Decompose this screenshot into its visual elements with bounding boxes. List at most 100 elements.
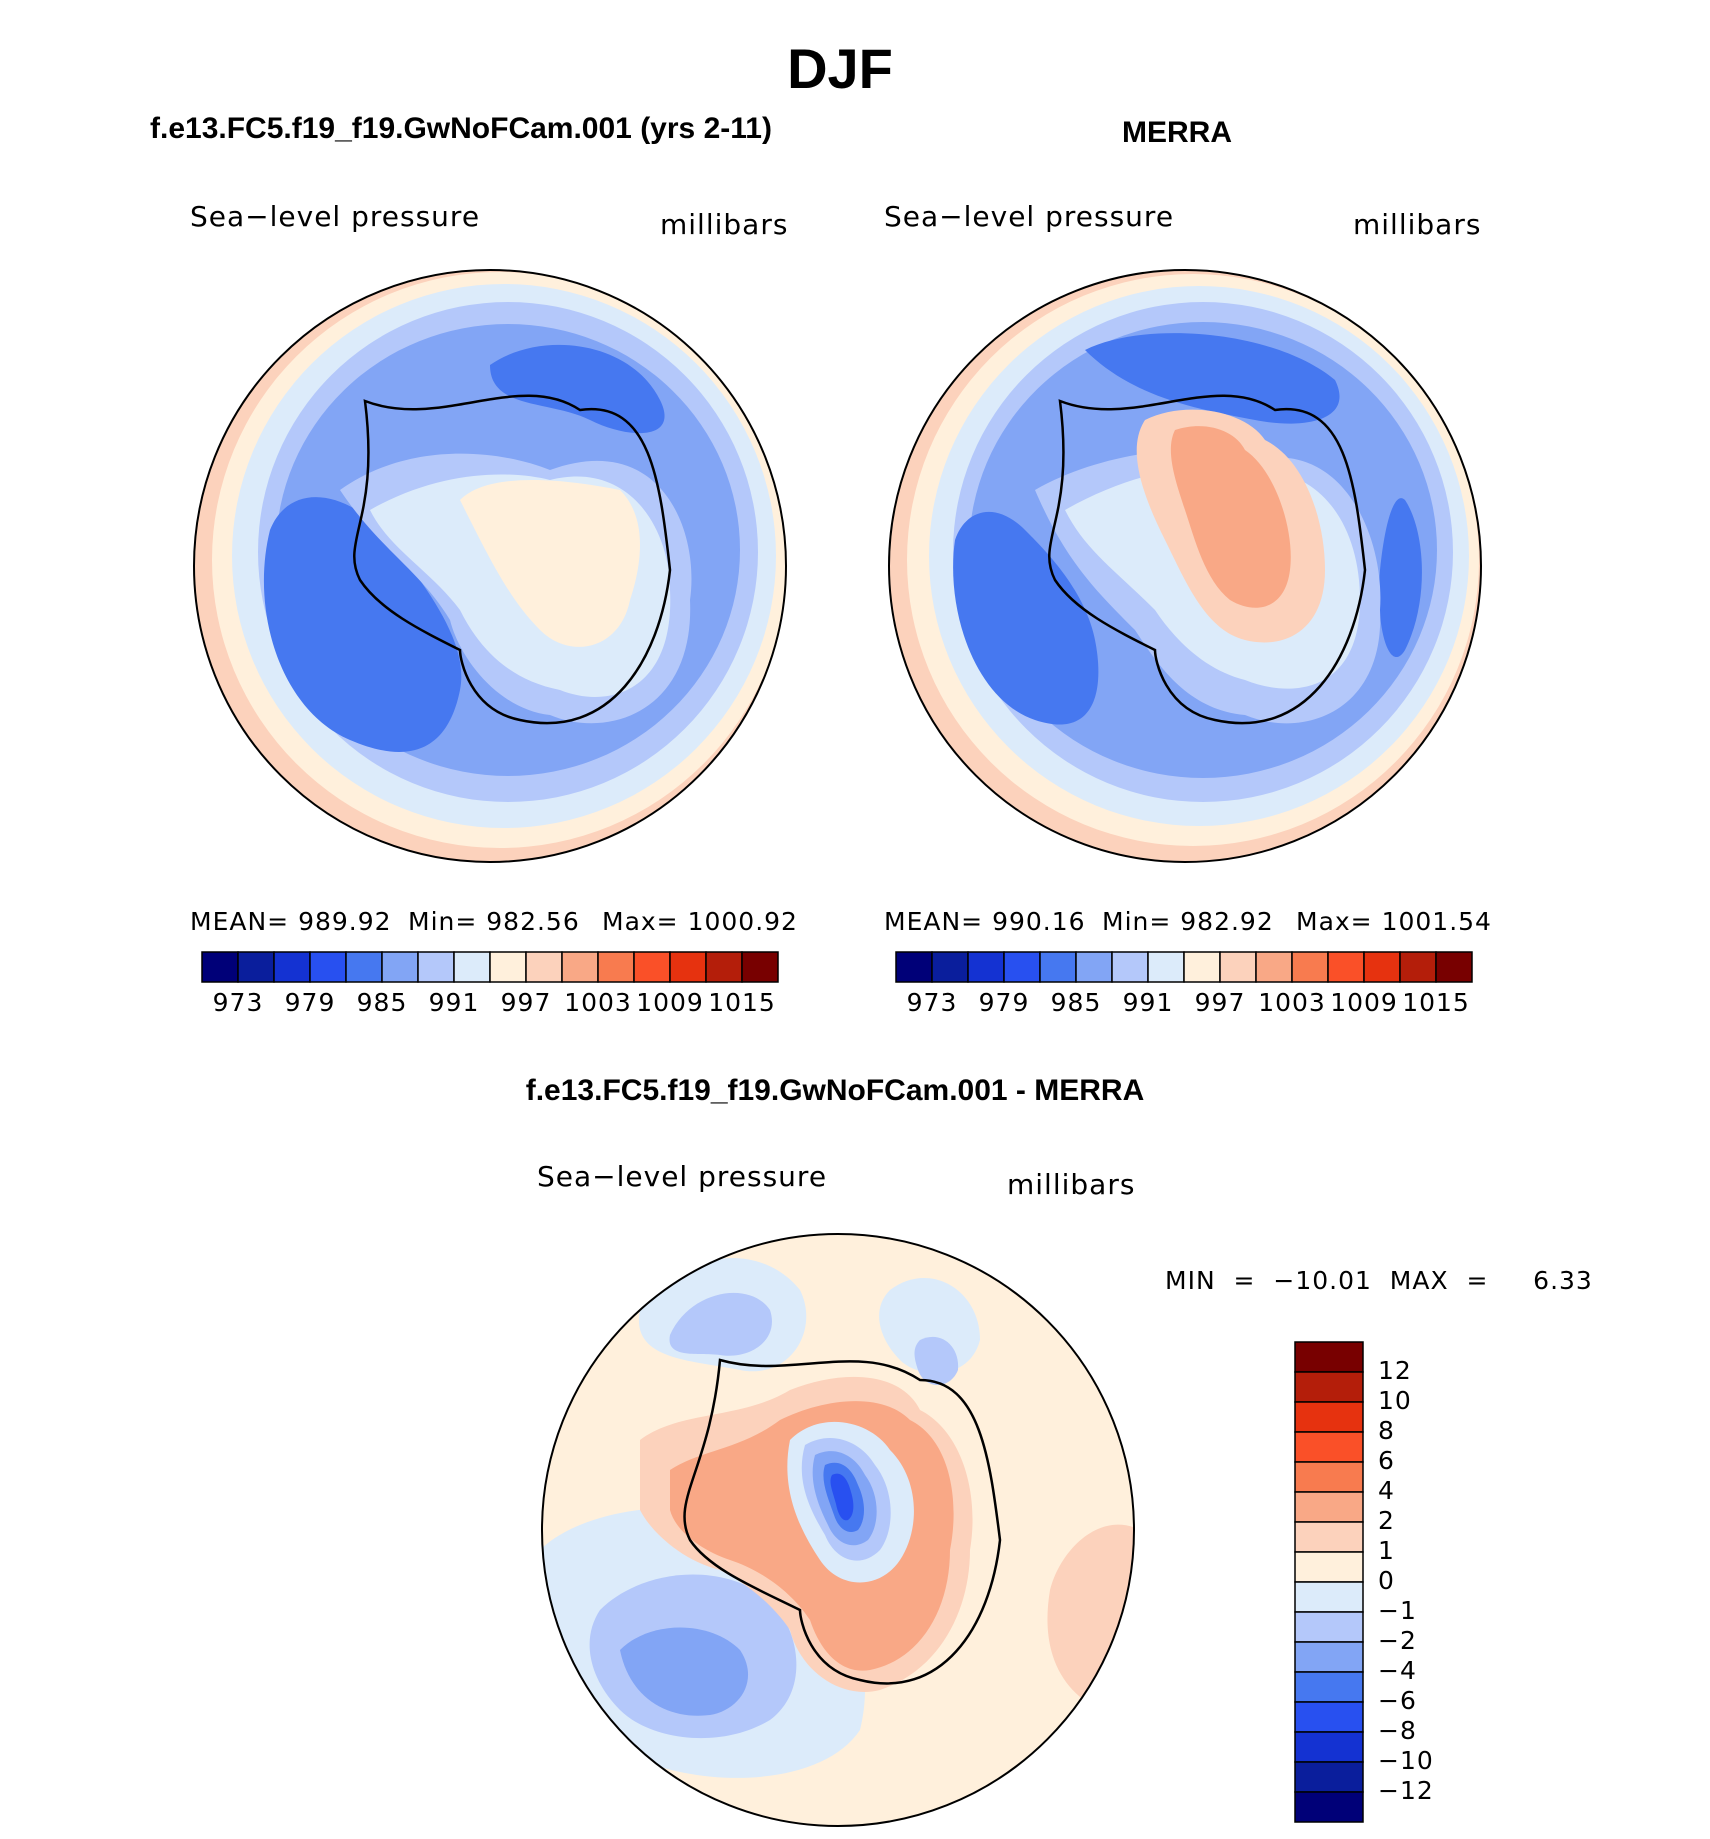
difference-colorbar-tick-label: −10 — [1378, 1746, 1434, 1775]
panel-obs-colorbar-swatch — [1399, 951, 1437, 983]
panel-model-colorbar-swatch — [453, 951, 491, 983]
difference-colorbar-swatch — [1294, 1461, 1364, 1493]
panel-model-colorbar-swatch — [345, 951, 383, 983]
panel-model-colorbar-swatch — [741, 951, 779, 983]
panel-obs-min: Min= 982.92 — [1102, 907, 1274, 936]
difference-colorbar-swatch — [1294, 1551, 1364, 1583]
panel-obs-colorbar-swatch — [931, 951, 969, 983]
panel-obs-colorbar-swatch — [1363, 951, 1401, 983]
difference-colorbar-tick-label: 10 — [1378, 1386, 1412, 1415]
panel-obs-map — [888, 269, 1482, 863]
difference-colorbar-tick-label: 4 — [1378, 1476, 1395, 1505]
panel-obs-colorbar-swatch — [1291, 951, 1329, 983]
panel-model-colorbar-swatch — [273, 951, 311, 983]
difference-colorbar-labels: 12 10 8 6 4 2 1 0 −1 −2 −4 −6 −8 −10 −12 — [1378, 1342, 1458, 1822]
panel-obs-colorbar-swatch — [1327, 951, 1365, 983]
panel-obs-colorbar-swatch — [967, 951, 1005, 983]
panel-obs-colorbar-tick-label: 1003 — [1258, 988, 1326, 1017]
panel-obs-colorbar-labels: 973 979 985 991 997 1003 1009 1015 — [896, 988, 1472, 1018]
panel-obs-colorbar-swatch — [1219, 951, 1257, 983]
panel-model-map — [193, 269, 787, 863]
panel-obs-colorbar-tick-label: 1009 — [1330, 988, 1398, 1017]
panel-obs-colorbar-tick-label: 979 — [978, 988, 1030, 1017]
panel-obs-colorbar-tick-label: 973 — [906, 988, 958, 1017]
panel-obs-colorbar-swatch — [1183, 951, 1221, 983]
panel-obs-colorbar-tick-label: 991 — [1122, 988, 1174, 1017]
difference-field-name: Sea−level pressure — [537, 1160, 828, 1193]
panel-model-max: Max= 1000.92 — [602, 907, 798, 936]
panel-model-colorbar-swatch — [489, 951, 527, 983]
panel-model-colorbar-labels: 973 979 985 991 997 1003 1009 1015 — [202, 988, 778, 1018]
panel-model-field-name: Sea−level pressure — [190, 200, 481, 233]
panel-model-colorbar-tick-label: 991 — [428, 988, 480, 1017]
panel-obs-field-name: Sea−level pressure — [884, 200, 1175, 233]
panel-model-min: Min= 982.56 — [408, 907, 580, 936]
difference-colorbar-tick-label: −8 — [1378, 1716, 1417, 1745]
panel-model-colorbar-tick-label: 979 — [284, 988, 336, 1017]
difference-colorbar-tick-label: 12 — [1378, 1356, 1412, 1385]
difference-colorbar-swatch — [1294, 1761, 1364, 1793]
difference-colorbar-swatch — [1294, 1341, 1364, 1373]
panel-model-units: millibars — [660, 208, 789, 241]
difference-colorbar-tick-label: 2 — [1378, 1506, 1395, 1535]
difference-colorbar-swatch — [1294, 1701, 1364, 1733]
panel-model-colorbar-swatch — [597, 951, 635, 983]
difference-colorbar-swatch — [1294, 1401, 1364, 1433]
difference-units: millibars — [1007, 1168, 1136, 1201]
difference-colorbar-swatch — [1294, 1581, 1364, 1613]
panel-obs-colorbar-tick-label: 1015 — [1402, 988, 1470, 1017]
panel-obs-colorbar-swatch — [1435, 951, 1473, 983]
panel-model-colorbar-tick-label: 1015 — [708, 988, 776, 1017]
difference-colorbar-tick-label: 0 — [1378, 1566, 1395, 1595]
panel-model-colorbar-swatch — [201, 951, 239, 983]
panel-obs-colorbar-tick-label: 997 — [1194, 988, 1246, 1017]
panel-obs-colorbar — [895, 951, 1473, 983]
difference-colorbar-swatch — [1294, 1731, 1364, 1763]
difference-title: f.e13.FC5.f19_f19.GwNoFCam.001 - MERRA — [525, 1074, 1145, 1107]
difference-colorbar-tick-label: −1 — [1378, 1596, 1417, 1625]
difference-colorbar-swatch — [1294, 1611, 1364, 1643]
panel-model-colorbar-swatch — [237, 951, 275, 983]
panel-model-colorbar-swatch — [525, 951, 563, 983]
difference-colorbar-tick-label: −4 — [1378, 1656, 1417, 1685]
panel-model-colorbar-swatch — [561, 951, 599, 983]
panel-obs-colorbar-tick-label: 985 — [1050, 988, 1102, 1017]
difference-colorbar-tick-label: 1 — [1378, 1536, 1395, 1565]
panel-obs-colorbar-swatch — [1255, 951, 1293, 983]
panel-obs-units: millibars — [1353, 208, 1482, 241]
panel-model-colorbar-swatch — [381, 951, 419, 983]
panel-model-colorbar-swatch — [633, 951, 671, 983]
panel-obs-colorbar-swatch — [1147, 951, 1185, 983]
difference-minmax: MIN = −10.01 MAX = 6.33 — [1165, 1266, 1593, 1295]
difference-colorbar-swatch — [1294, 1641, 1364, 1673]
difference-colorbar-swatch — [1294, 1491, 1364, 1523]
panel-model-colorbar-tick-label: 973 — [212, 988, 264, 1017]
difference-map — [541, 1233, 1135, 1827]
panel-obs-colorbar-swatch — [1039, 951, 1077, 983]
panel-obs-max: Max= 1001.54 — [1296, 907, 1492, 936]
difference-colorbar-tick-label: 8 — [1378, 1416, 1395, 1445]
panel-model-colorbar-tick-label: 997 — [500, 988, 552, 1017]
panel-model-colorbar-tick-label: 1003 — [564, 988, 632, 1017]
panel-model-colorbar-tick-label: 985 — [356, 988, 408, 1017]
difference-colorbar-swatch — [1294, 1521, 1364, 1553]
panel-model-colorbar — [201, 951, 779, 983]
panel-obs-mean: MEAN= 990.16 — [884, 907, 1086, 936]
panel-model-colorbar-tick-label: 1009 — [636, 988, 704, 1017]
panel-obs-colorbar-swatch — [1111, 951, 1149, 983]
main-title: DJF — [787, 37, 893, 100]
difference-colorbar-tick-label: −2 — [1378, 1626, 1417, 1655]
difference-colorbar-tick-label: −12 — [1378, 1776, 1434, 1805]
difference-colorbar-swatch — [1294, 1791, 1364, 1823]
difference-colorbar-tick-label: −6 — [1378, 1686, 1417, 1715]
difference-colorbar-swatch — [1294, 1371, 1364, 1403]
panel-model-mean: MEAN= 989.92 — [190, 907, 392, 936]
panel-obs-colorbar-swatch — [1075, 951, 1113, 983]
panel-obs-colorbar-swatch — [1003, 951, 1041, 983]
panel-model-title: f.e13.FC5.f19_f19.GwNoFCam.001 (yrs 2-11… — [150, 112, 772, 145]
difference-colorbar-swatch — [1294, 1431, 1364, 1463]
panel-obs-colorbar-swatch — [895, 951, 933, 983]
panel-model-colorbar-swatch — [669, 951, 707, 983]
difference-colorbar — [1294, 1341, 1364, 1823]
panel-model-colorbar-swatch — [309, 951, 347, 983]
